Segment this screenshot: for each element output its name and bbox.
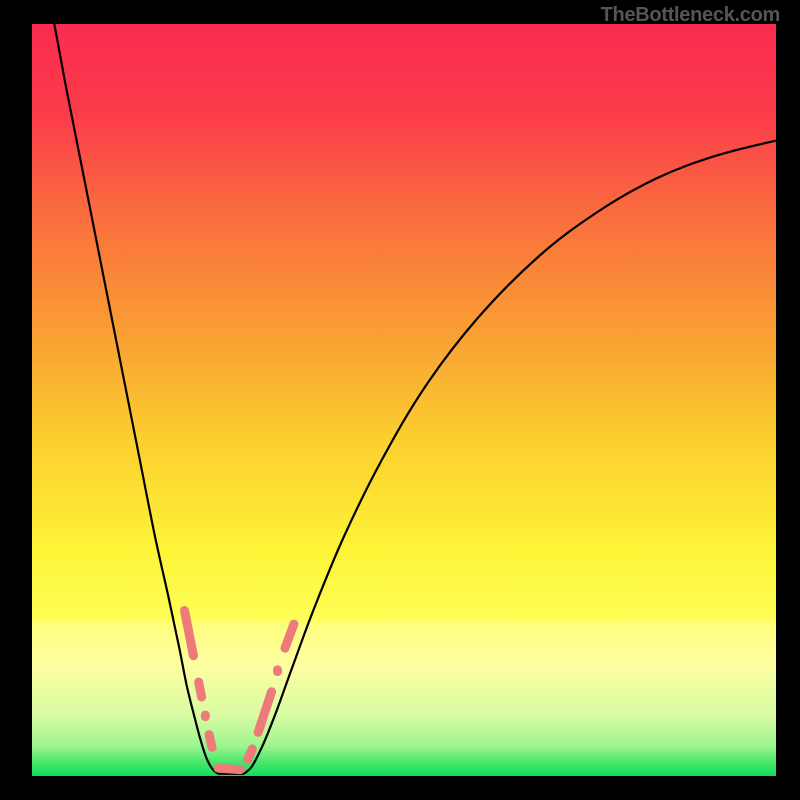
chart-container: TheBottleneck.com: [0, 0, 800, 800]
marker-cluster: [273, 665, 282, 676]
chart-background: [32, 24, 776, 776]
bottleneck-curve-chart: [0, 0, 800, 800]
marker-cluster: [201, 710, 210, 721]
